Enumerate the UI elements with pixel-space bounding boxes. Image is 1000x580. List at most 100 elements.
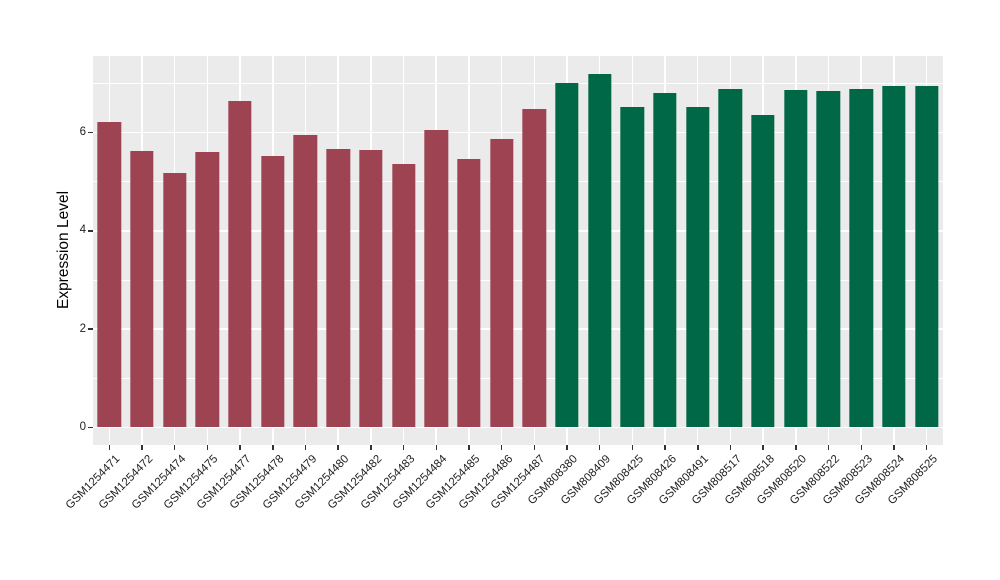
x-tick-mark [598,445,601,450]
x-tick-mark [304,445,307,450]
x-tick-mark [860,445,863,450]
bar [293,135,318,428]
bar [914,85,939,428]
x-tick-label: GSM808409 [559,453,614,508]
bar-cell [747,56,780,445]
x-tick-mark [239,445,241,450]
bar-cell [420,56,453,445]
bar-cell [191,56,224,445]
x-tick-label: GSM808380 [526,453,581,508]
bar-cell [845,56,878,445]
x-tick-label: GSM1254486 [456,453,516,512]
x-tick-mark [827,445,830,450]
bar [686,107,710,428]
x-tick-label: GSM1254472 [96,453,156,512]
bar [587,73,612,428]
x-tick-mark [141,445,143,450]
x-tick-mark [893,445,895,450]
x-tick-mark [402,445,405,450]
x-tick-mark [925,445,928,450]
bar-cell [910,56,943,445]
x-tick-label: GSM1254483 [358,453,418,512]
bar-cell [714,56,747,445]
y-tick-label: 6 [79,126,86,139]
y-tick-mark [87,131,93,134]
bar-cell [649,56,682,445]
gridline-major [93,426,943,429]
x-tick-label: GSM1254485 [423,453,483,512]
x-tick-mark [468,445,470,450]
bar-cell [289,56,322,445]
bar-cell [681,56,714,445]
x-tick-label: GSM1254474 [129,453,189,512]
x-tick-label: GSM808517 [689,453,744,508]
x-tick-mark [206,445,209,450]
x-tick-mark [370,445,372,450]
x-tick-label: GSM808524 [853,453,908,508]
bar [457,159,481,428]
bar-cell [387,56,420,445]
plot-panel [93,56,943,445]
x-tick-label: GSM1254487 [489,453,548,512]
bar-cell [779,56,812,445]
bar-cell [322,56,355,445]
x-tick-label: GSM808425 [591,453,646,508]
x-tick-label: GSM1254475 [162,453,221,512]
bar-cell [616,56,649,445]
x-tick-label: GSM808426 [624,453,679,508]
gridline-major [93,230,943,232]
y-axis-title: Expression Level [55,190,72,310]
bar [359,149,383,428]
x-tick-label: GSM1254484 [391,453,450,512]
y-tick-label: 2 [79,322,86,335]
bar [522,109,546,428]
bar [163,173,187,428]
bar-cell [256,56,289,445]
x-tick-label: GSM1254478 [227,453,287,512]
bar-cell [583,56,616,445]
x-tick-label: GSM808522 [787,453,843,508]
x-tick-mark [697,445,699,450]
bar [751,115,775,428]
x-tick-mark [795,445,797,450]
y-tick-mark [87,328,93,330]
bar [555,82,579,428]
x-tick-mark [435,445,438,450]
bar [816,90,841,428]
bar-cell [93,56,126,445]
bar-cell [224,56,257,445]
bar-cell [126,56,159,445]
x-tick-label: GSM1254479 [260,453,319,512]
bar [424,129,448,428]
x-tick-mark [664,445,666,450]
x-tick-label: GSM808518 [722,453,777,508]
gridline-minor [93,377,943,379]
x-tick-mark [566,445,568,450]
gridline-minor [93,181,943,183]
bar [97,121,122,428]
x-tick-label: GSM808520 [755,453,810,508]
bar [130,150,154,428]
x-tick-label: GSM1254480 [293,453,352,512]
x-tick-mark [173,445,176,450]
x-tick-mark [729,445,732,450]
bar [391,164,416,428]
bar [653,92,677,428]
x-tick-mark [500,445,503,450]
x-tick-mark [337,445,339,450]
bar [849,88,873,428]
x-tick-label: GSM1254482 [325,453,385,512]
bar [882,85,906,428]
bar-cell [812,56,845,445]
x-tick-label: GSM1254477 [194,453,254,512]
bar [718,88,743,428]
gridline-major [93,131,943,134]
gridline-minor [93,279,943,281]
y-tick-mark [87,426,93,429]
bar-cell [453,56,486,445]
y-tick-label: 0 [79,420,86,433]
gridline-major [93,328,943,330]
bar [620,107,645,428]
x-tick-label: GSM808525 [885,453,941,508]
